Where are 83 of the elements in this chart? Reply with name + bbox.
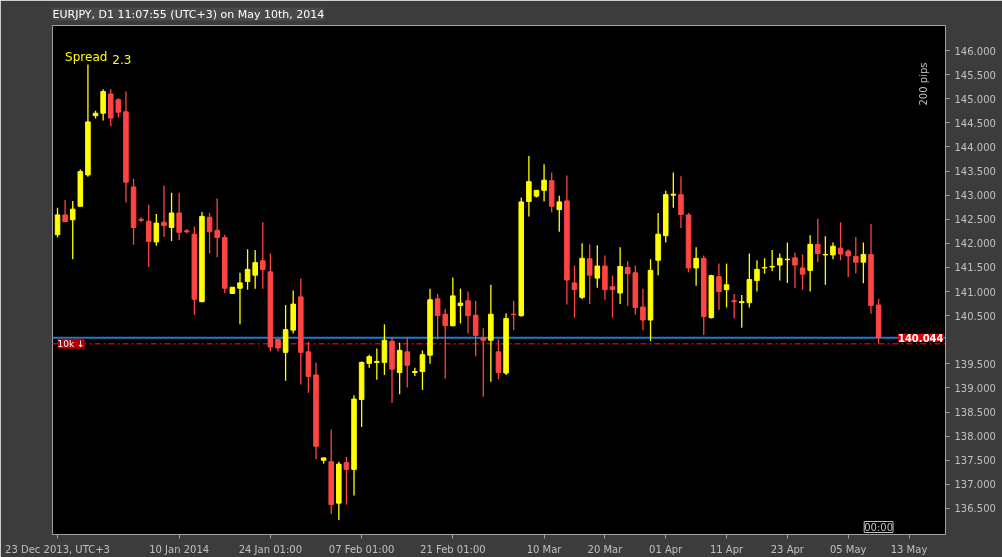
candlestick [670,171,677,209]
y-tick-label: 144.500 [954,117,996,129]
candlestick [860,241,867,285]
annotation: 00:00 [864,521,894,533]
y-tick-label: 146.000 [954,45,996,57]
x-tick-label: 05 May [829,543,867,555]
x-tick-label: 13 May [890,543,928,555]
y-tick-label: 145.000 [954,93,996,105]
candlestick [282,304,289,382]
y-tick-label: 143.500 [954,166,996,178]
y-tick-label: 137.000 [954,479,996,491]
x-tick-label: 10 Mar [526,543,563,555]
x-tick-label: 23 Dec 2013, UTC+3 [5,543,110,555]
candlestick [54,207,61,239]
candlestick [176,192,182,241]
ref-line-label: 10k ↓ [57,338,85,349]
annotation: 2.3 [112,52,132,67]
candlestick [594,244,601,289]
candlestick [168,192,175,242]
annotation: Spread [65,49,108,64]
candlestick [769,249,775,272]
candlestick [602,254,608,301]
candlestick [480,327,487,398]
chart-title: EURJPY, D1 11:07:55 (UTC+3) on May 10th, 2014 [52,7,325,21]
candlestick [161,184,167,238]
y-tick-label: 144.000 [954,141,996,153]
y-tick-label: 139.500 [954,358,996,370]
candlestick [153,213,160,247]
candlestick [526,155,532,218]
candlestick [457,288,464,325]
x-tick-label: 20 Mar [587,543,624,555]
candlestick [609,275,616,319]
candlestick [571,264,578,319]
x-tick-label: 11 Apr [709,543,745,555]
candlestick [396,342,403,395]
candlestick [145,204,152,268]
candlestick [723,262,730,309]
ref-line-label: 140.044 [897,332,944,344]
candlestick [815,218,821,263]
x-tick-label: 23 Apr [770,543,805,555]
x-tick-label: 24 Jan 01:00 [238,543,303,555]
candlestick [693,246,699,287]
candlestick [853,236,859,274]
y-tick-label: 137.500 [954,455,996,467]
candlestick [69,200,76,260]
candlestick [100,88,106,122]
y-tick-label: 141.500 [954,262,996,274]
y-tick-label: 145.500 [954,69,996,81]
candlestick [678,175,684,229]
candlestick [419,349,426,391]
y-tick-label: 138.000 [954,431,996,443]
y-tick-label: 143.000 [954,190,996,202]
candlestick [495,338,502,380]
y-tick-label: 139.000 [954,382,996,394]
candlestick [472,300,479,357]
candlestick [640,288,646,331]
text: 200 pips [917,62,929,106]
candlestick [260,221,266,290]
x-tick-label: 10 Jan 2014 [149,543,210,555]
candlestick [586,243,593,305]
candlestick [822,235,829,286]
candlestick [138,216,144,223]
x-tick-label: 21 Feb 01:00 [420,543,486,555]
y-tick-label: 142.500 [954,214,996,226]
x-tick-label: 07 Feb 01:00 [328,543,395,555]
y-tick-label: 138.500 [954,407,996,419]
y-tick-label: 136.500 [954,503,996,515]
candlestick [404,336,411,389]
candlestick [799,253,806,291]
candlestick [343,456,350,506]
candlestick [731,293,737,320]
candlestick [465,290,471,335]
x-tick-label: 01 Apr [649,543,684,555]
candlestick [62,199,68,223]
candlestick [716,262,722,311]
y-tick-label: 140.500 [954,310,996,322]
candlestick [541,163,547,203]
candlestick [556,195,563,233]
y-tick-label: 141.000 [954,286,996,298]
candlestick [237,272,243,325]
y-tick-label: 142.000 [954,238,996,250]
candlestick [754,259,760,293]
candlestick [792,251,798,289]
